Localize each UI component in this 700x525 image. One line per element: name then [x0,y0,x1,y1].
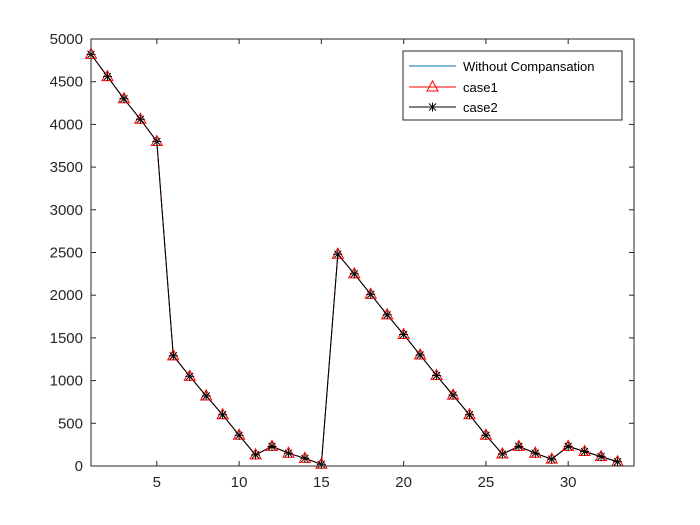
data-point-case2 [448,390,458,400]
data-point-case2 [514,441,524,451]
data-point-case2 [497,449,507,459]
data-point-case2 [432,370,442,380]
y-tick-label: 500 [58,415,83,432]
data-point-case2 [152,136,162,146]
data-point-case2 [547,454,557,464]
y-tick-label: 3500 [50,159,83,176]
data-point-case2 [366,289,376,299]
legend-label-without-compansation: Without Compansation [463,59,595,74]
x-tick-label: 15 [313,474,330,491]
plot-markers [84,47,624,469]
legend-label-case2: case2 [463,100,498,115]
data-point-case2 [464,410,474,420]
axes-box [90,38,635,467]
data-point-case2 [349,269,359,279]
legend-marker-case1 [426,79,439,92]
y-tick-label: 5000 [50,31,83,48]
data-point-case2 [333,249,343,259]
data-point-case2 [415,350,425,360]
legend-label-case1: case1 [463,80,498,95]
y-tick-label: 3000 [50,202,83,219]
x-tick-label: 5 [153,474,161,491]
y-tick-label: 1500 [50,330,83,347]
data-point-case2 [267,441,277,451]
data-point-case2 [300,453,310,463]
y-tick-label: 0 [75,458,83,475]
x-tick-label: 30 [560,474,577,491]
data-point-case2 [382,310,392,320]
y-tick-label: 4500 [50,74,83,91]
data-point-case2 [530,448,540,458]
legend-box [402,50,623,121]
x-tick-label: 20 [395,474,412,491]
y-tick-label: 4000 [50,116,83,133]
data-point-case2 [201,391,211,401]
legend: Without Compansation case1 case2 [402,50,623,121]
data-point-case2 [580,446,590,456]
data-point-case2 [399,329,409,339]
data-point-case2 [234,430,244,440]
y-tick-label: 1000 [50,373,83,390]
y-axis-ticks: 0 500 1000 1500 2000 2500 3000 3500 4000 4500 5000 [50,31,634,475]
data-point-case2 [168,351,178,361]
data-point-case2 [251,450,261,460]
data-point-case2 [218,410,228,420]
legend-marker-case2 [428,102,437,112]
data-point-case2 [481,430,491,440]
data-point-case2 [283,448,293,458]
data-point-case2 [119,94,129,104]
data-point-case2 [596,452,606,462]
data-point-case2 [102,72,112,82]
data-point-case2 [185,371,195,381]
x-tick-label: 10 [231,474,248,491]
x-axis-ticks: 5 10 15 20 25 30 [153,39,577,491]
data-point-case2 [613,457,623,467]
y-tick-label: 2500 [50,245,83,262]
y-tick-label: 2000 [50,287,83,304]
data-point-case2 [135,114,145,124]
x-tick-label: 25 [478,474,495,491]
data-point-case2 [563,441,573,451]
